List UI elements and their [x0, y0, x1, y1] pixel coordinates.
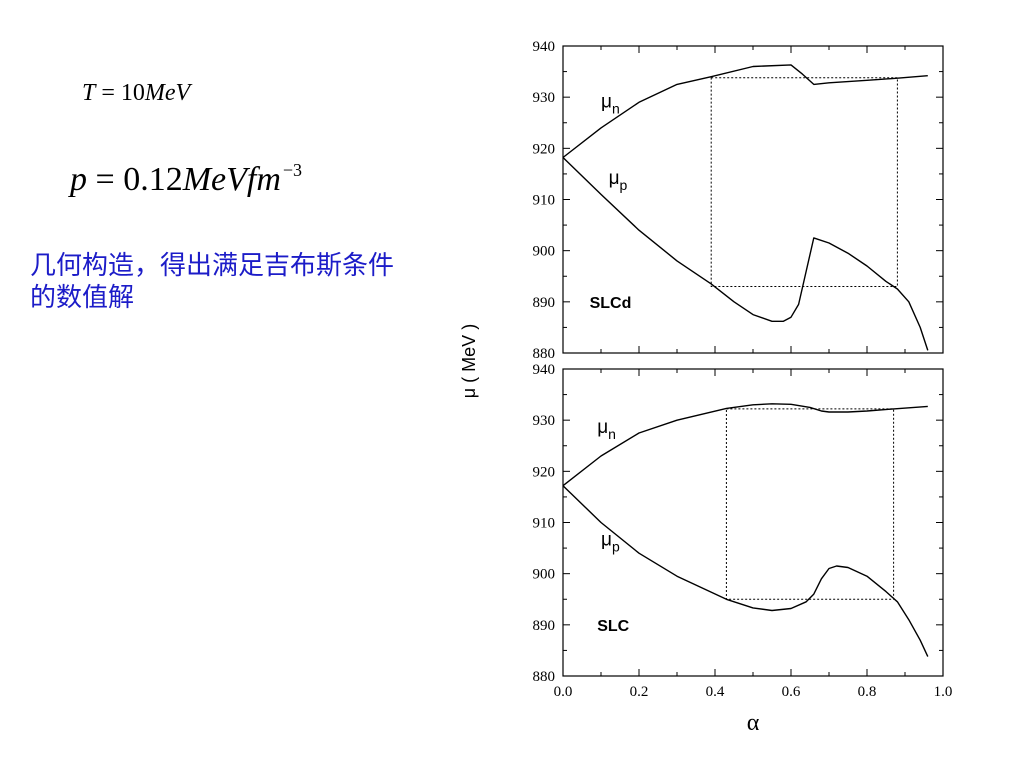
series-label-n: μn — [601, 91, 620, 116]
series-label-p: μp — [609, 168, 628, 193]
pressure-equation: p = 0.12MeVfm −3 — [70, 160, 302, 199]
y-tick-label: 910 — [533, 193, 556, 209]
y-tick-label: 880 — [533, 346, 556, 362]
pressure-unit: MeVfm — [182, 161, 281, 198]
y-tick-label: 930 — [533, 413, 556, 429]
x-tick-label: 1.0 — [934, 684, 953, 700]
panel-slcd: 880 890 900 910 920 930 940 μn μp SLCd — [533, 39, 944, 362]
y-tick-label: 880 — [533, 669, 556, 685]
temperature-value: 10 — [120, 80, 145, 106]
y-tick-label: 920 — [533, 464, 556, 480]
y-tick-label: 930 — [533, 90, 556, 106]
panel-label: SLC — [597, 618, 629, 635]
x-tick-label: 0.0 — [554, 684, 573, 700]
series-line-p — [562, 156, 929, 351]
series-line-n — [562, 64, 928, 159]
x-tick-label: 0.2 — [630, 684, 649, 700]
y-axis-title: μ ( MeV ) — [459, 324, 479, 398]
series-line-n — [562, 403, 928, 487]
pressure-value: 0.12 — [123, 161, 183, 198]
x-axis-title: α — [747, 710, 760, 736]
pressure-exponent: −3 — [282, 160, 303, 180]
temperature-op: = — [101, 80, 115, 106]
x-tick-label: 0.8 — [858, 684, 877, 700]
y-tick-label: 890 — [533, 618, 556, 634]
panel-slc: 880 890 900 910 920 930 940 0.0 0.2 0.4 0.6 0.8 1.0 μ… — [533, 362, 953, 700]
series-label-p: μp — [601, 530, 620, 555]
pressure-op: = — [95, 161, 115, 198]
series-line-p — [562, 485, 929, 657]
pressure-var: p — [70, 161, 87, 198]
coexistence-box — [710, 77, 898, 287]
series-label-n: μn — [597, 417, 616, 442]
y-tick-label: 900 — [533, 244, 556, 260]
y-tick-label: 890 — [533, 295, 556, 311]
temperature-equation: T = 10MeV — [82, 80, 190, 107]
y-tick-label: 900 — [533, 567, 556, 583]
y-tick-label: 940 — [533, 362, 556, 378]
y-tick-label: 910 — [533, 516, 556, 532]
temperature-var: T — [82, 80, 96, 106]
y-tick-label: 920 — [533, 141, 556, 157]
temperature-unit: MeV — [144, 80, 191, 106]
x-tick-label: 0.6 — [782, 684, 801, 700]
x-tick-label: 0.4 — [706, 684, 725, 700]
coexistence-box — [725, 408, 895, 600]
y-tick-label: 940 — [533, 39, 556, 55]
note-text: 几何构造，得出满足吉布斯条件的数值解 — [30, 251, 395, 313]
panel-label: SLCd — [590, 295, 632, 312]
